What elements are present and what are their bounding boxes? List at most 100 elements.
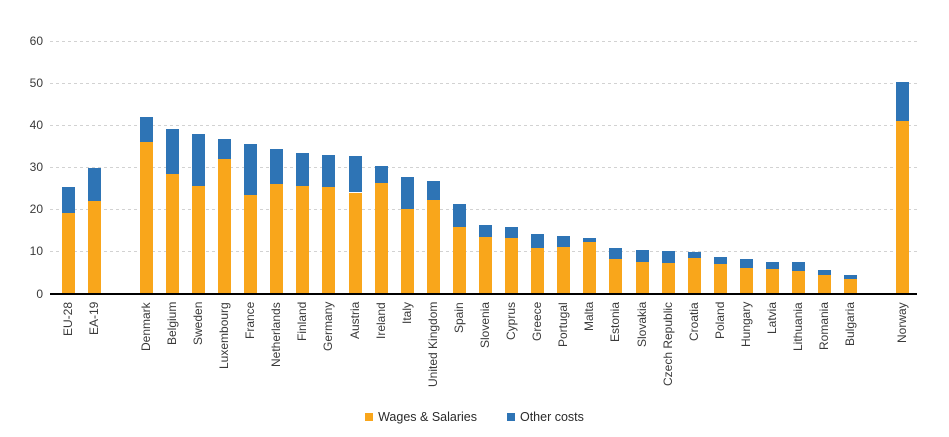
- bar-wages-sweden: [192, 186, 205, 294]
- bar-wages-norway: [896, 120, 910, 294]
- x-axis-label-germany: Germany: [321, 301, 336, 351]
- x-axis-label-denmark: Denmark: [138, 301, 153, 351]
- bar-wages-eu-28: [61, 212, 75, 294]
- x-axis-label-ea-19: EA-19: [86, 301, 101, 335]
- bar-other-costs-sweden: [192, 133, 205, 187]
- legend-label-wages: Wages & Salaries: [378, 410, 477, 424]
- gridline-30: [50, 166, 917, 168]
- x-axis-label-greece: Greece: [530, 301, 545, 341]
- bar-wages-france: [244, 195, 258, 294]
- bar-wages-austria: [348, 192, 362, 294]
- y-axis-tick-label-20: 20: [29, 202, 43, 217]
- x-axis-label-croatia: Croatia: [686, 301, 701, 341]
- bar-wages-germany: [322, 187, 336, 294]
- bar-other-costs-spain: [452, 203, 466, 227]
- y-axis-tick-label-10: 10: [29, 244, 43, 259]
- x-axis-label-eu-28: EU-28: [60, 301, 75, 336]
- bar-other-costs-eu-28: [61, 186, 75, 213]
- x-axis-label-netherlands: Netherlands: [269, 301, 284, 367]
- bar-other-costs-france: [244, 143, 258, 195]
- bar-other-costs-united-kingdom: [426, 181, 440, 201]
- bar-wages-cyprus: [505, 238, 519, 294]
- bar-other-costs-norway: [896, 82, 910, 121]
- bar-wages-portugal: [557, 247, 571, 294]
- bar-other-costs-denmark: [139, 116, 153, 142]
- gridline-40: [50, 124, 917, 126]
- bar-wages-bulgaria: [844, 278, 858, 294]
- x-axis-label-hungary: Hungary: [738, 301, 753, 347]
- bar-other-costs-ireland: [374, 165, 388, 184]
- x-axis-label-france: France: [243, 301, 258, 339]
- bar-other-costs-belgium: [165, 128, 179, 174]
- gridline-20: [50, 208, 917, 210]
- bar-other-costs-portugal: [557, 235, 571, 248]
- x-axis-label-lithuania: Lithuania: [791, 301, 806, 351]
- bar-other-costs-finland: [296, 153, 310, 186]
- wages-swatch-icon: [365, 413, 374, 421]
- x-axis-label-luxembourg: Luxembourg: [217, 301, 232, 369]
- bar-wages-malta: [583, 241, 597, 294]
- y-axis-tick-label-60: 60: [29, 34, 43, 48]
- bar-wages-spain: [452, 227, 466, 294]
- bar-other-costs-ea-19: [87, 168, 101, 201]
- bar-other-costs-lithuania: [792, 262, 806, 271]
- x-axis-label-malta: Malta: [582, 301, 597, 331]
- bar-other-costs-cyprus: [505, 227, 519, 239]
- x-axis-label-cyprus: Cyprus: [504, 301, 519, 340]
- bar-wages-latvia: [766, 268, 779, 294]
- bar-other-costs-slovenia: [479, 225, 492, 237]
- bar-wages-luxembourg: [218, 159, 232, 294]
- x-axis-label-austria: Austria: [347, 301, 362, 339]
- x-axis-label-czech-republic: Czech Republic: [660, 301, 675, 386]
- bar-wages-hungary: [739, 267, 753, 294]
- x-axis-label-estonia: Estonia: [608, 301, 623, 342]
- bar-wages-poland: [713, 264, 727, 294]
- legend-label-other: Other costs: [519, 410, 584, 424]
- bar-other-costs-germany: [322, 155, 336, 188]
- bar-other-costs-slovakia: [635, 249, 649, 262]
- x-axis-label-portugal: Portugal: [556, 301, 571, 347]
- chart-legend: Wages & Salaries Other costs: [0, 410, 949, 424]
- bar-wages-slovenia: [479, 236, 492, 294]
- bar-other-costs-malta: [583, 237, 597, 242]
- bar-other-costs-austria: [348, 155, 362, 193]
- bar-wages-romania: [818, 274, 832, 294]
- legend-item-other: Other costs: [506, 410, 584, 424]
- bar-wages-denmark: [139, 141, 153, 294]
- x-axis-label-finland: Finland: [295, 301, 310, 341]
- bar-wages-finland: [296, 185, 310, 294]
- bar-other-costs-romania: [818, 269, 832, 275]
- x-axis-label-united-kingdom: United Kingdom: [425, 301, 440, 387]
- bar-wages-lithuania: [792, 270, 806, 294]
- bar-other-costs-estonia: [609, 247, 623, 260]
- x-axis-line: [50, 292, 917, 295]
- x-axis-label-poland: Poland: [712, 301, 727, 339]
- bar-other-costs-czech-republic: [661, 250, 675, 264]
- bar-other-costs-greece: [531, 233, 545, 249]
- x-axis-label-latvia: Latvia: [765, 301, 779, 334]
- x-axis-label-ireland: Ireland: [373, 301, 388, 339]
- y-axis-tick-label-0: 0: [36, 286, 43, 301]
- bar-wages-belgium: [165, 173, 179, 294]
- bar-other-costs-bulgaria: [844, 274, 858, 279]
- x-axis-label-italy: Italy: [399, 301, 414, 324]
- bar-wages-greece: [531, 248, 545, 294]
- bar-wages-czech-republic: [661, 263, 675, 294]
- bar-wages-united-kingdom: [426, 200, 440, 294]
- bar-wages-ea-19: [87, 200, 101, 294]
- gridline-60: [50, 40, 917, 42]
- bar-wages-italy: [400, 208, 414, 294]
- bar-other-costs-hungary: [739, 258, 753, 268]
- other-costs-swatch-icon: [506, 413, 515, 421]
- bar-other-costs-latvia: [766, 261, 779, 269]
- bar-wages-slovakia: [635, 261, 649, 294]
- bar-other-costs-italy: [400, 176, 414, 209]
- x-axis-label-bulgaria: Bulgaria: [843, 301, 858, 346]
- bar-other-costs-poland: [713, 257, 727, 265]
- bar-other-costs-croatia: [687, 251, 701, 258]
- bar-wages-croatia: [687, 257, 701, 294]
- bar-wages-netherlands: [270, 183, 284, 294]
- x-axis-label-belgium: Belgium: [164, 301, 179, 345]
- x-axis-label-romania: Romania: [817, 301, 832, 350]
